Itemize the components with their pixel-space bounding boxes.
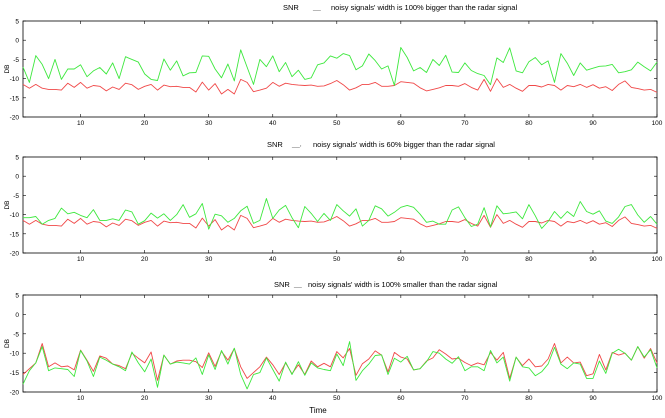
x-tick-label: 50	[333, 120, 341, 127]
x-tick-label: 60	[397, 395, 405, 402]
x-tick-label: 70	[461, 395, 469, 402]
x-tick-label: 60	[397, 256, 405, 263]
y-tick-label: -15	[10, 370, 20, 377]
y-tick-label: -5	[13, 331, 19, 338]
y-tick-label: 0	[15, 312, 19, 319]
series-line-red	[22, 78, 658, 95]
x-tick-label: 30	[205, 395, 213, 402]
y-tick-label: -10	[10, 76, 20, 83]
x-tick-label: 80	[525, 256, 533, 263]
x-tick-label: 60	[397, 120, 405, 127]
y-axis-label: DB	[4, 64, 11, 73]
x-tick-label: 90	[589, 395, 597, 402]
x-axis-label: Time	[309, 406, 327, 415]
series-line-green	[22, 47, 658, 86]
y-axis-label: DB	[4, 339, 11, 348]
y-tick-label: -10	[10, 351, 20, 358]
x-tick-label: 20	[141, 395, 149, 402]
x-tick-label: 20	[141, 256, 149, 263]
chart-title: noisy signals' width is 60% bigger than …	[313, 140, 495, 149]
subplot-3: SNR __ noisy signals' width is 100% smalle…	[4, 280, 663, 415]
y-tick-label: 0	[15, 38, 19, 45]
chart-title-prefix: SNR	[267, 140, 283, 149]
chart-title: noisy signals' width is 100% smaller tha…	[308, 280, 498, 289]
series-line-green	[22, 341, 658, 390]
x-tick-label: 100	[652, 256, 663, 263]
y-tick-label: -5	[13, 193, 19, 200]
y-tick-label: -10	[10, 212, 20, 219]
x-tick-label: 30	[205, 256, 213, 263]
y-axis-label: DB	[4, 200, 11, 209]
x-tick-label: 50	[333, 256, 341, 263]
y-tick-label: -20	[10, 251, 20, 258]
x-tick-label: 40	[269, 120, 277, 127]
y-tick-label: -5	[13, 57, 19, 64]
x-tick-label: 70	[461, 256, 469, 263]
y-tick-label: 0	[15, 174, 19, 181]
x-tick-label: 10	[77, 120, 85, 127]
y-tick-label: 5	[15, 293, 19, 300]
plot-area	[22, 156, 658, 254]
series-line-red	[22, 214, 658, 231]
plot-area	[22, 20, 658, 118]
x-tick-label: 80	[525, 395, 533, 402]
y-tick-label: 5	[15, 19, 19, 26]
x-tick-label: 30	[205, 120, 213, 127]
plot-area	[22, 294, 658, 393]
x-tick-label: 90	[589, 256, 597, 263]
x-tick-label: 20	[141, 120, 149, 127]
x-tick-label: 50	[333, 395, 341, 402]
x-tick-label: 80	[525, 120, 533, 127]
y-tick-label: -20	[10, 115, 20, 122]
series-line-green	[23, 198, 658, 230]
x-tick-label: 40	[269, 395, 277, 402]
x-tick-label: 100	[652, 120, 663, 127]
x-tick-label: 70	[461, 120, 469, 127]
legend-line-mark: __,	[291, 141, 302, 148]
x-tick-label: 10	[77, 256, 85, 263]
chart-title-prefix: SNR	[274, 280, 290, 289]
x-tick-label: 10	[77, 395, 85, 402]
y-tick-label: -15	[10, 95, 20, 102]
subplot-1: SNR __ noisy signals' width is 100% bigger…	[4, 3, 663, 127]
subplot-2: SNR __, noisy signals' width is 60% bigger…	[4, 140, 663, 263]
chart-title: noisy signals' width is 100% bigger than…	[331, 3, 517, 12]
chart-title-prefix: SNR	[283, 3, 299, 12]
legend-line-mark: __	[312, 4, 321, 11]
y-tick-label: -20	[10, 390, 20, 397]
x-tick-label: 90	[589, 120, 597, 127]
legend-line-mark: __	[293, 281, 302, 288]
y-tick-label: 5	[15, 155, 19, 162]
x-tick-label: 100	[652, 395, 663, 402]
y-tick-label: -15	[10, 231, 20, 238]
x-tick-label: 40	[269, 256, 277, 263]
